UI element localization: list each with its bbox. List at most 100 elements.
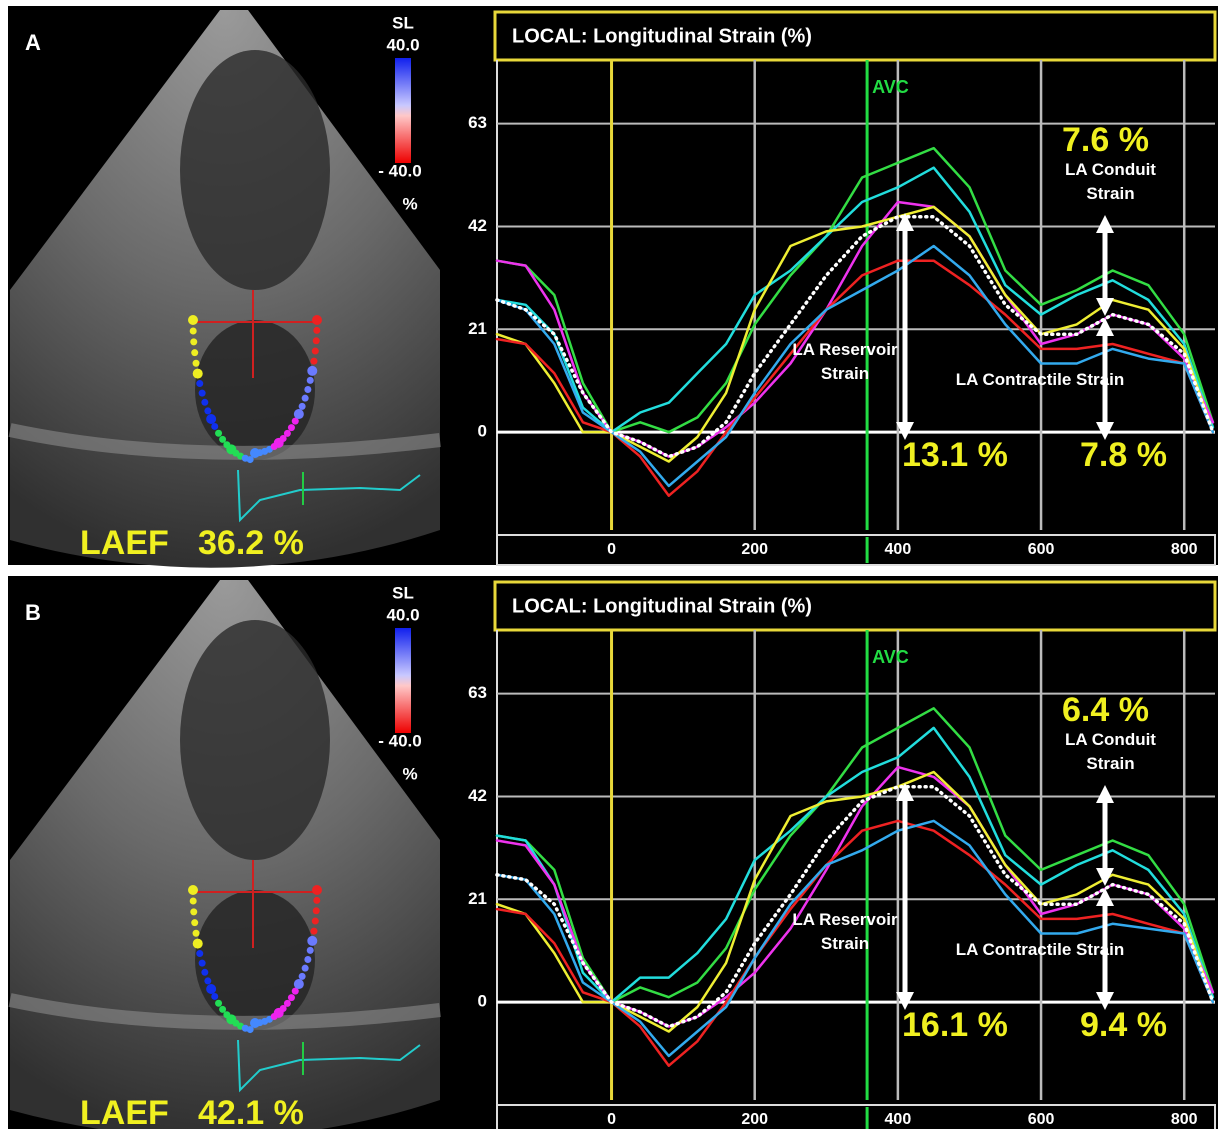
contour-dot <box>190 338 198 346</box>
echo-chamber <box>180 50 330 290</box>
arrow-head <box>1096 992 1114 1010</box>
contour-dot <box>206 413 217 424</box>
annotation-value: 13.1 % <box>902 436 1008 474</box>
laef-label: LAEF <box>80 524 169 562</box>
strain-curve <box>495 244 1215 488</box>
contour-dot <box>201 968 209 976</box>
arrow-head <box>1096 318 1114 336</box>
colorbar-title: SL <box>392 583 414 602</box>
contour-dot <box>304 955 312 963</box>
echo-band <box>8 993 441 1030</box>
panel-label: B <box>25 600 41 625</box>
x-tick-label: 200 <box>741 541 768 558</box>
colorbar <box>395 58 411 163</box>
contour-dot <box>293 979 304 990</box>
contour-dot <box>312 907 320 915</box>
arrow-head <box>1096 422 1114 440</box>
strain-curve <box>495 205 1215 463</box>
contour-dot <box>192 359 200 367</box>
arrow-head <box>1096 215 1114 233</box>
colorbar-title: SL <box>392 13 414 32</box>
contour-dot <box>198 389 206 397</box>
contour-dot <box>313 896 321 904</box>
contour-dot <box>301 964 309 972</box>
contour-dot <box>283 429 291 437</box>
colorbar <box>395 628 411 733</box>
chart-title: LOCAL: Longitudinal Strain (%) <box>512 595 812 617</box>
contour-dot <box>189 327 197 335</box>
x-tick-label: 600 <box>1028 1111 1055 1128</box>
x-tick-label: 400 <box>885 1111 912 1128</box>
trace <box>237 469 421 523</box>
panel-label: A <box>25 30 41 55</box>
contour-dot <box>301 394 309 402</box>
title-bar <box>493 10 1217 62</box>
x-tick-label: 200 <box>741 1111 768 1128</box>
arrow-head <box>896 992 914 1010</box>
annotation-text: LA Reservoir Strain <box>792 910 898 953</box>
annotation-value: 6.4 % <box>1062 691 1149 729</box>
arrow-head <box>896 213 914 231</box>
contour-dot <box>198 959 206 967</box>
contour-dot <box>291 417 299 425</box>
x-tick-label: 0 <box>607 1111 616 1128</box>
contour-dot <box>298 402 306 410</box>
contour-dot <box>189 897 197 905</box>
strain-curve <box>495 166 1215 434</box>
colorbar-min: - 40.0 <box>378 731 421 750</box>
contour-dot <box>304 385 312 393</box>
x-tick-label: 0 <box>607 541 616 558</box>
title-bar <box>493 580 1217 632</box>
contour-dot <box>287 994 295 1002</box>
chart-title: LOCAL: Longitudinal Strain (%) <box>512 25 812 47</box>
colorbar-unit: % <box>402 194 417 213</box>
arrow-head <box>896 783 914 801</box>
annotation-value: 16.1 % <box>902 1006 1008 1044</box>
mean-curve <box>495 214 1215 459</box>
strain-curve <box>495 770 1215 1033</box>
contour-dot <box>191 349 199 357</box>
contour-dot <box>219 1005 227 1013</box>
colorbar-max: 40.0 <box>386 605 419 624</box>
x-tick-label: 600 <box>1028 541 1055 558</box>
laef-value: 42.1 % <box>198 1094 304 1129</box>
event-label: AVC <box>872 77 909 97</box>
contour-dot <box>291 987 299 995</box>
laef-value: 36.2 % <box>198 524 304 562</box>
echo-fan <box>10 580 440 1129</box>
contour-dot <box>246 456 254 464</box>
colorbar-max: 40.0 <box>386 35 419 54</box>
contour-dot <box>310 357 318 365</box>
contour-dot <box>215 429 223 437</box>
contour-dot <box>204 407 212 415</box>
echo-fan <box>10 10 440 568</box>
contour-dot <box>310 927 318 935</box>
y-tick-label: 21 <box>468 889 487 908</box>
x-tick-label: 800 <box>1171 1111 1198 1128</box>
annotation-text: LA Contractile Strain <box>955 370 1125 389</box>
contour-dot <box>311 347 319 355</box>
annotation-text: LA Conduit Strain <box>1065 160 1156 203</box>
annotation-value: 7.6 % <box>1062 121 1149 159</box>
x-tick-label: 800 <box>1171 541 1198 558</box>
contour-dot <box>204 977 212 985</box>
x-axis-strip <box>496 534 1216 566</box>
contour-dot <box>188 315 198 325</box>
contour-dot <box>279 435 287 443</box>
y-tick-label: 42 <box>468 786 487 805</box>
contour-dot <box>287 424 295 432</box>
contour-dot <box>206 983 217 994</box>
contour-dot <box>196 950 204 958</box>
contour-dot <box>307 365 318 376</box>
strain-curve <box>495 726 1215 1004</box>
y-tick-label: 21 <box>468 319 487 338</box>
echo-chamber <box>195 320 315 460</box>
trace <box>237 1039 421 1093</box>
contour-dot <box>307 935 318 946</box>
colorbar-min: - 40.0 <box>378 161 421 180</box>
arrow-head <box>1096 298 1114 316</box>
y-tick-label: 0 <box>478 422 487 441</box>
contour-dot <box>312 315 322 325</box>
